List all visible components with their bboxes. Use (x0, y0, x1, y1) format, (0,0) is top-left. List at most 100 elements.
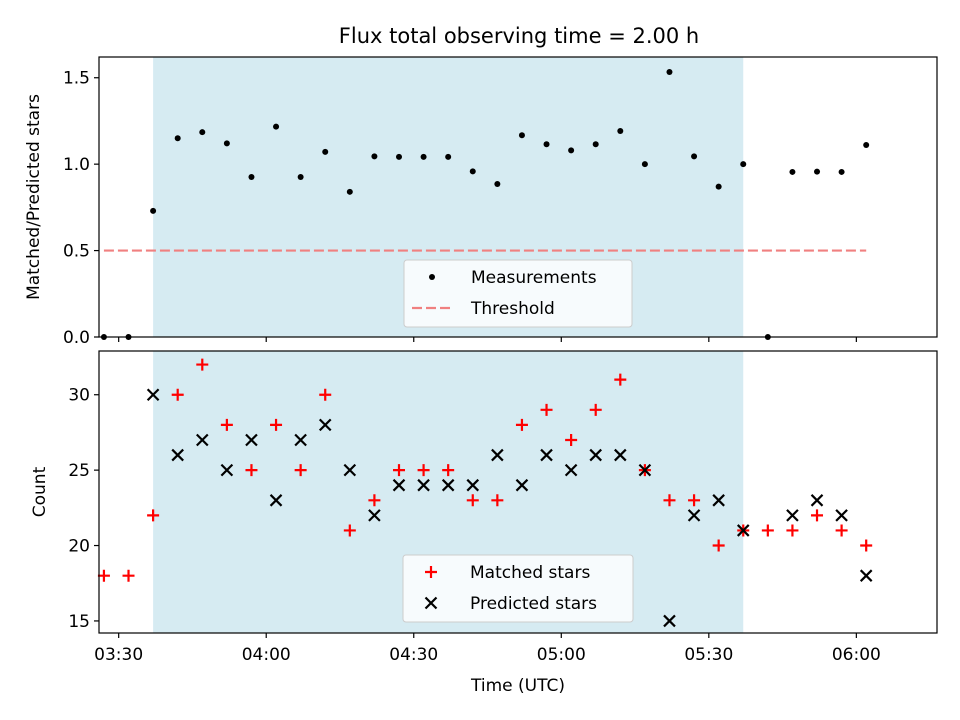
matched-stars-point (97, 569, 110, 582)
measurement-point (863, 141, 870, 148)
matched-stars-point (860, 539, 873, 552)
measurement-point (445, 153, 452, 160)
measurement-point (592, 141, 599, 148)
y-tick-label: 20 (68, 537, 90, 557)
matched-stars-point (565, 433, 578, 446)
series-x (146, 388, 873, 628)
y-tick-label: 15 (68, 612, 90, 632)
measurement-point (617, 127, 624, 134)
x-axis-label: Time (UTC) (470, 676, 565, 696)
measurement-point (273, 123, 280, 130)
predicted-stars-point (417, 478, 430, 492)
predicted-stars-point (245, 433, 258, 447)
y-tick-label: 25 (68, 461, 90, 481)
measurement-point (814, 168, 821, 175)
x-tick-label: 05:30 (684, 645, 733, 665)
y-axis-label: Count (30, 466, 50, 517)
matched-stars-point (270, 418, 283, 431)
matched-stars-point (491, 494, 504, 507)
legend-marker (425, 566, 437, 578)
matched-stars-point (245, 464, 258, 477)
matched-stars-point (786, 524, 799, 537)
measurement-point (371, 153, 378, 160)
predicted-stars-point (638, 463, 652, 477)
matched-stars-point (614, 373, 627, 386)
count-panel: 15 20 25 30 03:30 04:00 04:30 05:00 05:30 06:00 Co… (30, 350, 938, 696)
measurement-point (346, 188, 353, 195)
measurement-point (838, 168, 845, 175)
predicted-stars-point (614, 448, 627, 462)
predicted-stars-point (171, 448, 184, 462)
predicted-stars-point (441, 478, 455, 492)
predicted-stars-point (663, 614, 676, 628)
matched-stars-point (417, 464, 430, 477)
predicted-stars-point (540, 448, 553, 462)
measurement-point (150, 207, 157, 214)
measurement-point (199, 129, 206, 136)
measurement-point (518, 132, 525, 139)
legend-label: Predicted stars (470, 594, 597, 614)
matched-stars-point (147, 509, 160, 522)
measurement-point (248, 173, 255, 180)
x-tick-label: 06:00 (832, 645, 881, 665)
matched-stars-point (319, 388, 332, 401)
y-tick-label: 30 (68, 386, 90, 406)
legend-box (403, 259, 633, 328)
measurement-point (494, 181, 501, 188)
matched-stars-point (122, 569, 135, 582)
measurement-point (395, 153, 402, 160)
legend-label: Threshold (470, 299, 555, 319)
matched-stars-point (294, 464, 307, 477)
legend: Matched stars Predicted stars (402, 554, 634, 623)
x-tick-label: 03:30 (94, 645, 143, 665)
matched-stars-point (835, 524, 848, 537)
predicted-stars-point (589, 448, 602, 462)
legend-marker (424, 596, 438, 610)
matched-stars-point (540, 403, 553, 416)
predicted-stars-point (835, 509, 848, 522)
predicted-stars-point (515, 478, 529, 492)
axes-frame (98, 56, 938, 338)
matched-stars-point (515, 418, 528, 431)
matched-stars-point (688, 494, 701, 507)
legend-label: Matched stars (470, 563, 590, 583)
predicted-stars-point (294, 433, 307, 447)
predicted-stars-point (392, 478, 406, 492)
series-plus (97, 358, 873, 582)
predicted-stars-point (343, 463, 357, 477)
matched-stars-point (368, 494, 381, 507)
predicted-stars-point (859, 569, 873, 582)
matched-stars-point (712, 539, 725, 552)
matched-stars-point (343, 524, 356, 537)
y-axis-label: Matched/Predicted stars (24, 94, 44, 300)
measurement-point (740, 161, 747, 168)
legend: Measurements Threshold (403, 259, 633, 328)
axes-frame (98, 350, 938, 634)
predicted-stars-point (466, 478, 480, 492)
matched-stars-point (220, 418, 233, 431)
predicted-stars-point (368, 509, 381, 522)
y-tick-label: 0.0 (63, 328, 90, 348)
series-dot (100, 69, 870, 340)
predicted-stars-point (146, 388, 160, 402)
matched-stars-point (811, 509, 824, 522)
matched-stars-point (392, 464, 405, 477)
predicted-stars-point (810, 494, 824, 507)
ratio-panel: 0.0 0.5 1.0 1.5 Matched/Predicted stars Measu… (24, 56, 938, 348)
legend-box (402, 554, 634, 623)
x-tick-label: 04:30 (389, 645, 438, 665)
legend-label: Measurements (471, 268, 597, 288)
predicted-stars-point (712, 494, 725, 507)
matched-stars-point (761, 524, 774, 537)
matched-stars-point (466, 494, 479, 507)
predicted-stars-point (491, 448, 504, 462)
predicted-stars-point (220, 463, 234, 477)
measurement-point (174, 135, 181, 142)
measurement-point (715, 183, 722, 190)
measurement-point (322, 148, 329, 155)
measurement-point (789, 168, 796, 175)
y-tick-label: 0.5 (63, 242, 90, 262)
y-tick-label: 1.5 (63, 69, 90, 89)
predicted-stars-point (736, 524, 750, 537)
